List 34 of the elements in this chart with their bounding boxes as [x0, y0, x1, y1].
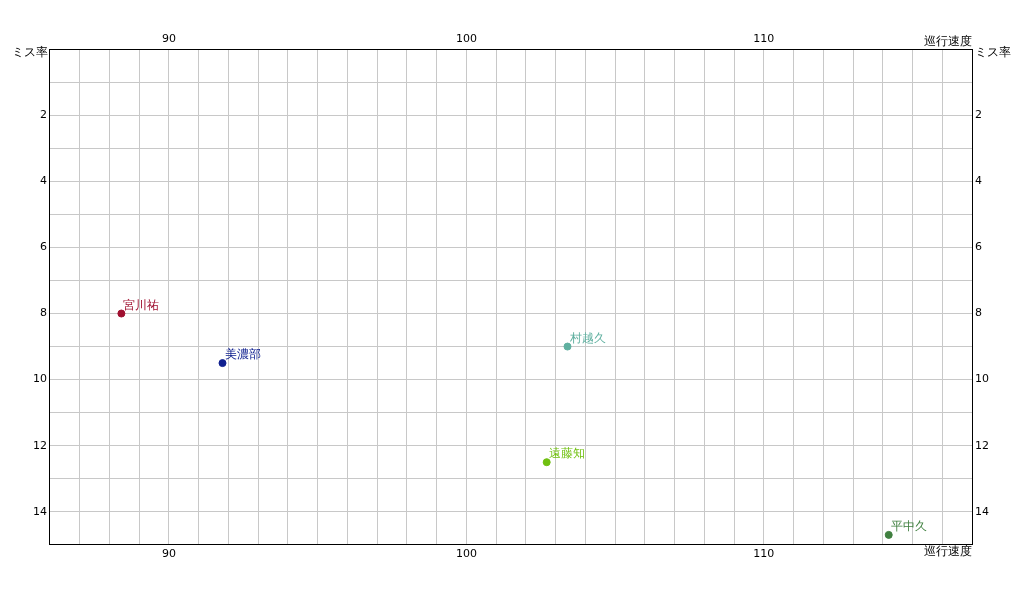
x2-tick-label: 90 [161, 32, 176, 46]
x-tick-label: 100 [455, 547, 477, 561]
series-label: 美濃部 [224, 347, 261, 362]
x-tick-label: 90 [161, 547, 176, 561]
series-label: 遠藤知 [548, 446, 585, 461]
x2-tick-label: 100 [455, 32, 477, 46]
y-axis-title: ミス率 [12, 45, 48, 60]
y2-tick-label: 14 [975, 504, 989, 518]
y2-tick-label: 12 [975, 438, 989, 452]
y-tick-label: 4 [40, 174, 47, 188]
series-label: 村越久 [568, 330, 606, 345]
y-tick-label: 2 [40, 108, 47, 122]
y2-tick-label: 4 [975, 174, 982, 188]
point [884, 530, 893, 539]
series-label: 宮川祐 [123, 297, 160, 312]
y-tick-label: 10 [33, 372, 47, 386]
y-tick-label: 8 [40, 306, 47, 320]
x-axis-title: 巡行速度 [924, 543, 972, 558]
y2-tick-label: 6 [975, 240, 982, 254]
series-label: 平中久 [890, 518, 927, 533]
x2-tick-label: 110 [753, 32, 775, 46]
x2-axis-title: 巡行速度 [924, 34, 972, 49]
y-tick-label: 12 [33, 438, 47, 452]
y2-tick-label: 10 [975, 372, 989, 386]
y2-tick-label: 2 [975, 108, 982, 122]
y2-tick-label: 8 [975, 306, 982, 320]
y2-axis-title: ミス率 [975, 45, 1011, 60]
point [542, 458, 551, 467]
point [218, 359, 227, 368]
y-tick-label: 14 [33, 504, 47, 518]
point [563, 342, 572, 351]
point [117, 309, 126, 318]
y-tick-label: 6 [40, 240, 47, 254]
x-tick-label: 110 [753, 547, 775, 561]
